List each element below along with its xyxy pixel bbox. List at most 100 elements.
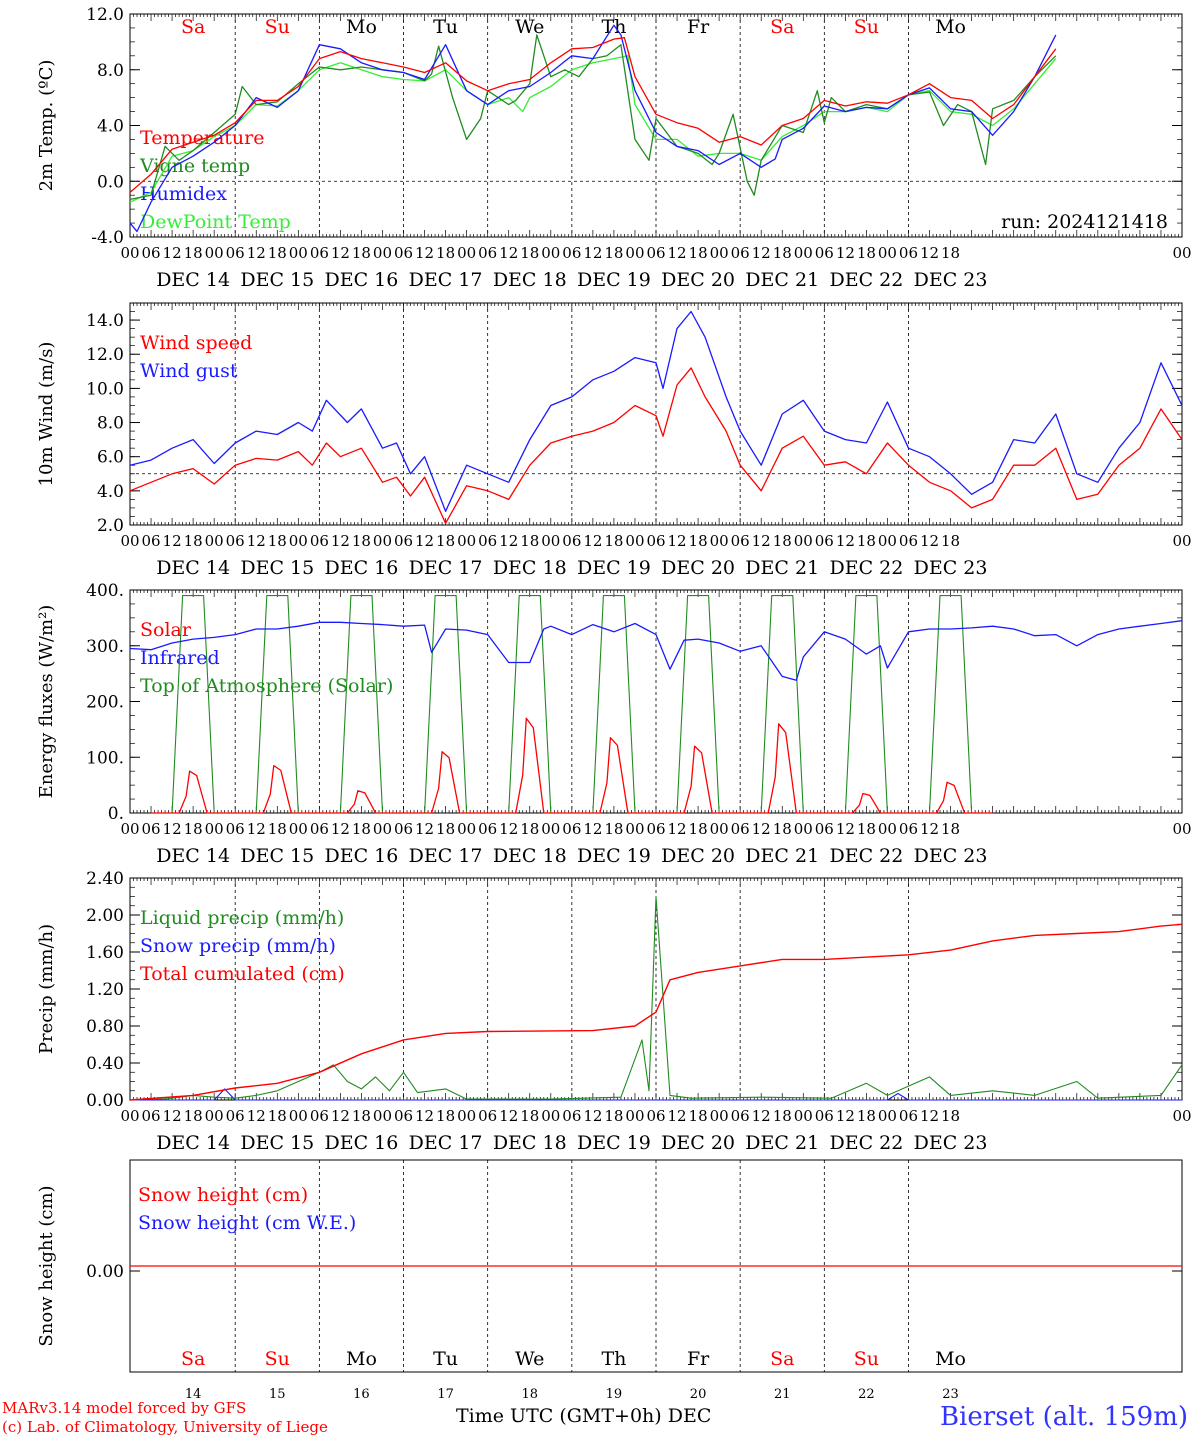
hour-tick-label: 06	[394, 1107, 413, 1125]
hour-tick-label: 18	[941, 820, 960, 838]
hour-tick-label: 12	[247, 1107, 266, 1125]
series-line-0	[129, 367, 1183, 524]
hour-tick-label: 00	[120, 244, 139, 262]
y-tick-label: 0.	[108, 804, 124, 824]
date-label: DEC 19	[577, 557, 651, 579]
hour-tick-label: 06	[562, 820, 581, 838]
hour-tick-label: 06	[815, 244, 834, 262]
hour-tick-label: 06	[478, 532, 497, 550]
hour-tick-label: 12	[331, 1107, 350, 1125]
hour-tick-label: 18	[857, 1107, 876, 1125]
y-tick-label: 8.0	[97, 61, 124, 81]
date-label: DEC 18	[493, 557, 567, 579]
hour-tick-label: 06	[226, 820, 245, 838]
hour-tick-label: 06	[562, 1107, 581, 1125]
day-number-label: 15	[269, 1387, 286, 1402]
hour-tick-label: 06	[731, 532, 750, 550]
hour-tick-label: 18	[689, 244, 708, 262]
date-label: DEC 14	[156, 1132, 230, 1154]
hour-tick-label: 12	[836, 1107, 855, 1125]
hour-tick-label: 06	[141, 532, 160, 550]
hour-tick-label: 12	[667, 244, 686, 262]
day-name-label: We	[515, 1348, 544, 1370]
hour-tick-label: 00	[289, 1107, 308, 1125]
hour-tick-label: 12	[499, 820, 518, 838]
hour-tick-label: 06	[310, 244, 329, 262]
legend-entry: DewPoint Temp	[140, 211, 291, 233]
date-label: DEC 20	[661, 1132, 735, 1154]
date-label: DEC 16	[325, 557, 399, 579]
hour-tick-label: 06	[899, 244, 918, 262]
hour-tick-label: 18	[604, 820, 623, 838]
date-label: DEC 23	[914, 1132, 988, 1154]
date-label: DEC 16	[325, 845, 399, 867]
hour-tick-label: 06	[646, 532, 665, 550]
day-name-label: Th	[601, 16, 626, 38]
hour-tick-label: 12	[247, 244, 266, 262]
hour-tick-label: 00	[541, 532, 560, 550]
hour-tick-label: 18	[857, 820, 876, 838]
hour-tick-label: 06	[899, 1107, 918, 1125]
date-label: DEC 18	[493, 845, 567, 867]
date-label: DEC 17	[409, 269, 483, 291]
hour-tick-label: 00	[205, 820, 224, 838]
series-line-1	[129, 34, 1057, 201]
day-name-label: Su	[854, 16, 879, 38]
hour-tick-label: 00	[794, 532, 813, 550]
hour-tick-label: 00	[373, 532, 392, 550]
hour-tick-label: 00	[205, 244, 224, 262]
hour-tick-label: 00	[457, 1107, 476, 1125]
hour-tick-label: 18	[436, 244, 455, 262]
day-number-label: 23	[942, 1387, 959, 1402]
date-label: DEC 22	[829, 845, 903, 867]
hour-tick-label: 18	[941, 244, 960, 262]
date-label: DEC 18	[493, 269, 567, 291]
hour-tick-label: 12	[583, 820, 602, 838]
hour-tick-label: 06	[646, 820, 665, 838]
run-label: run: 2024121418	[1001, 211, 1168, 233]
date-label: DEC 15	[240, 269, 314, 291]
y-axis-label: Snow height (cm)	[36, 1185, 57, 1346]
hour-tick-label: 00	[710, 244, 729, 262]
y-tick-label: 10.0	[86, 379, 124, 399]
date-label: DEC 22	[829, 557, 903, 579]
date-label: DEC 17	[409, 557, 483, 579]
date-label: DEC 21	[745, 845, 819, 867]
hour-tick-label: 12	[920, 532, 939, 550]
day-number-label: 20	[690, 1387, 707, 1402]
y-tick-label: 4.0	[97, 117, 124, 137]
hour-tick-label: 12	[331, 244, 350, 262]
day-name-label: Tu	[433, 16, 458, 38]
y-tick-label: 12.0	[86, 5, 124, 25]
hour-tick-label: 00	[457, 820, 476, 838]
day-number-label: 22	[858, 1387, 875, 1402]
legend-entry: Snow height (cm W.E.)	[138, 1212, 356, 1234]
y-tick-label: 200.	[86, 693, 124, 713]
hour-tick-label: 18	[520, 244, 539, 262]
day-number-label: 14	[185, 1387, 202, 1402]
hour-tick-label: 00	[373, 244, 392, 262]
hour-tick-label: 12	[752, 244, 771, 262]
date-label: DEC 22	[829, 269, 903, 291]
hour-tick-label: 06	[141, 244, 160, 262]
hour-tick-label: 18	[436, 532, 455, 550]
hour-tick-label: 12	[752, 1107, 771, 1125]
hour-tick-label: 00	[1172, 532, 1191, 550]
y-tick-label: 14.0	[86, 311, 124, 331]
date-label: DEC 15	[240, 557, 314, 579]
hour-tick-label: 12	[163, 532, 182, 550]
plot-frame	[129, 589, 1183, 814]
hour-tick-label: 00	[373, 1107, 392, 1125]
y-tick-label: 1.60	[86, 943, 124, 963]
date-label: DEC 21	[745, 557, 819, 579]
hour-tick-label: 12	[331, 820, 350, 838]
hour-tick-label: 06	[226, 1107, 245, 1125]
hour-tick-label: 00	[794, 820, 813, 838]
hour-tick-label: 18	[184, 532, 203, 550]
y-tick-label: 0.40	[86, 1054, 124, 1074]
series-line-0	[129, 37, 1057, 193]
y-tick-label: 8.0	[97, 414, 124, 434]
station-name: Bierset (alt. 159m)	[939, 1402, 1188, 1432]
y-tick-label: 4.0	[97, 482, 124, 502]
hour-tick-label: 00	[710, 820, 729, 838]
